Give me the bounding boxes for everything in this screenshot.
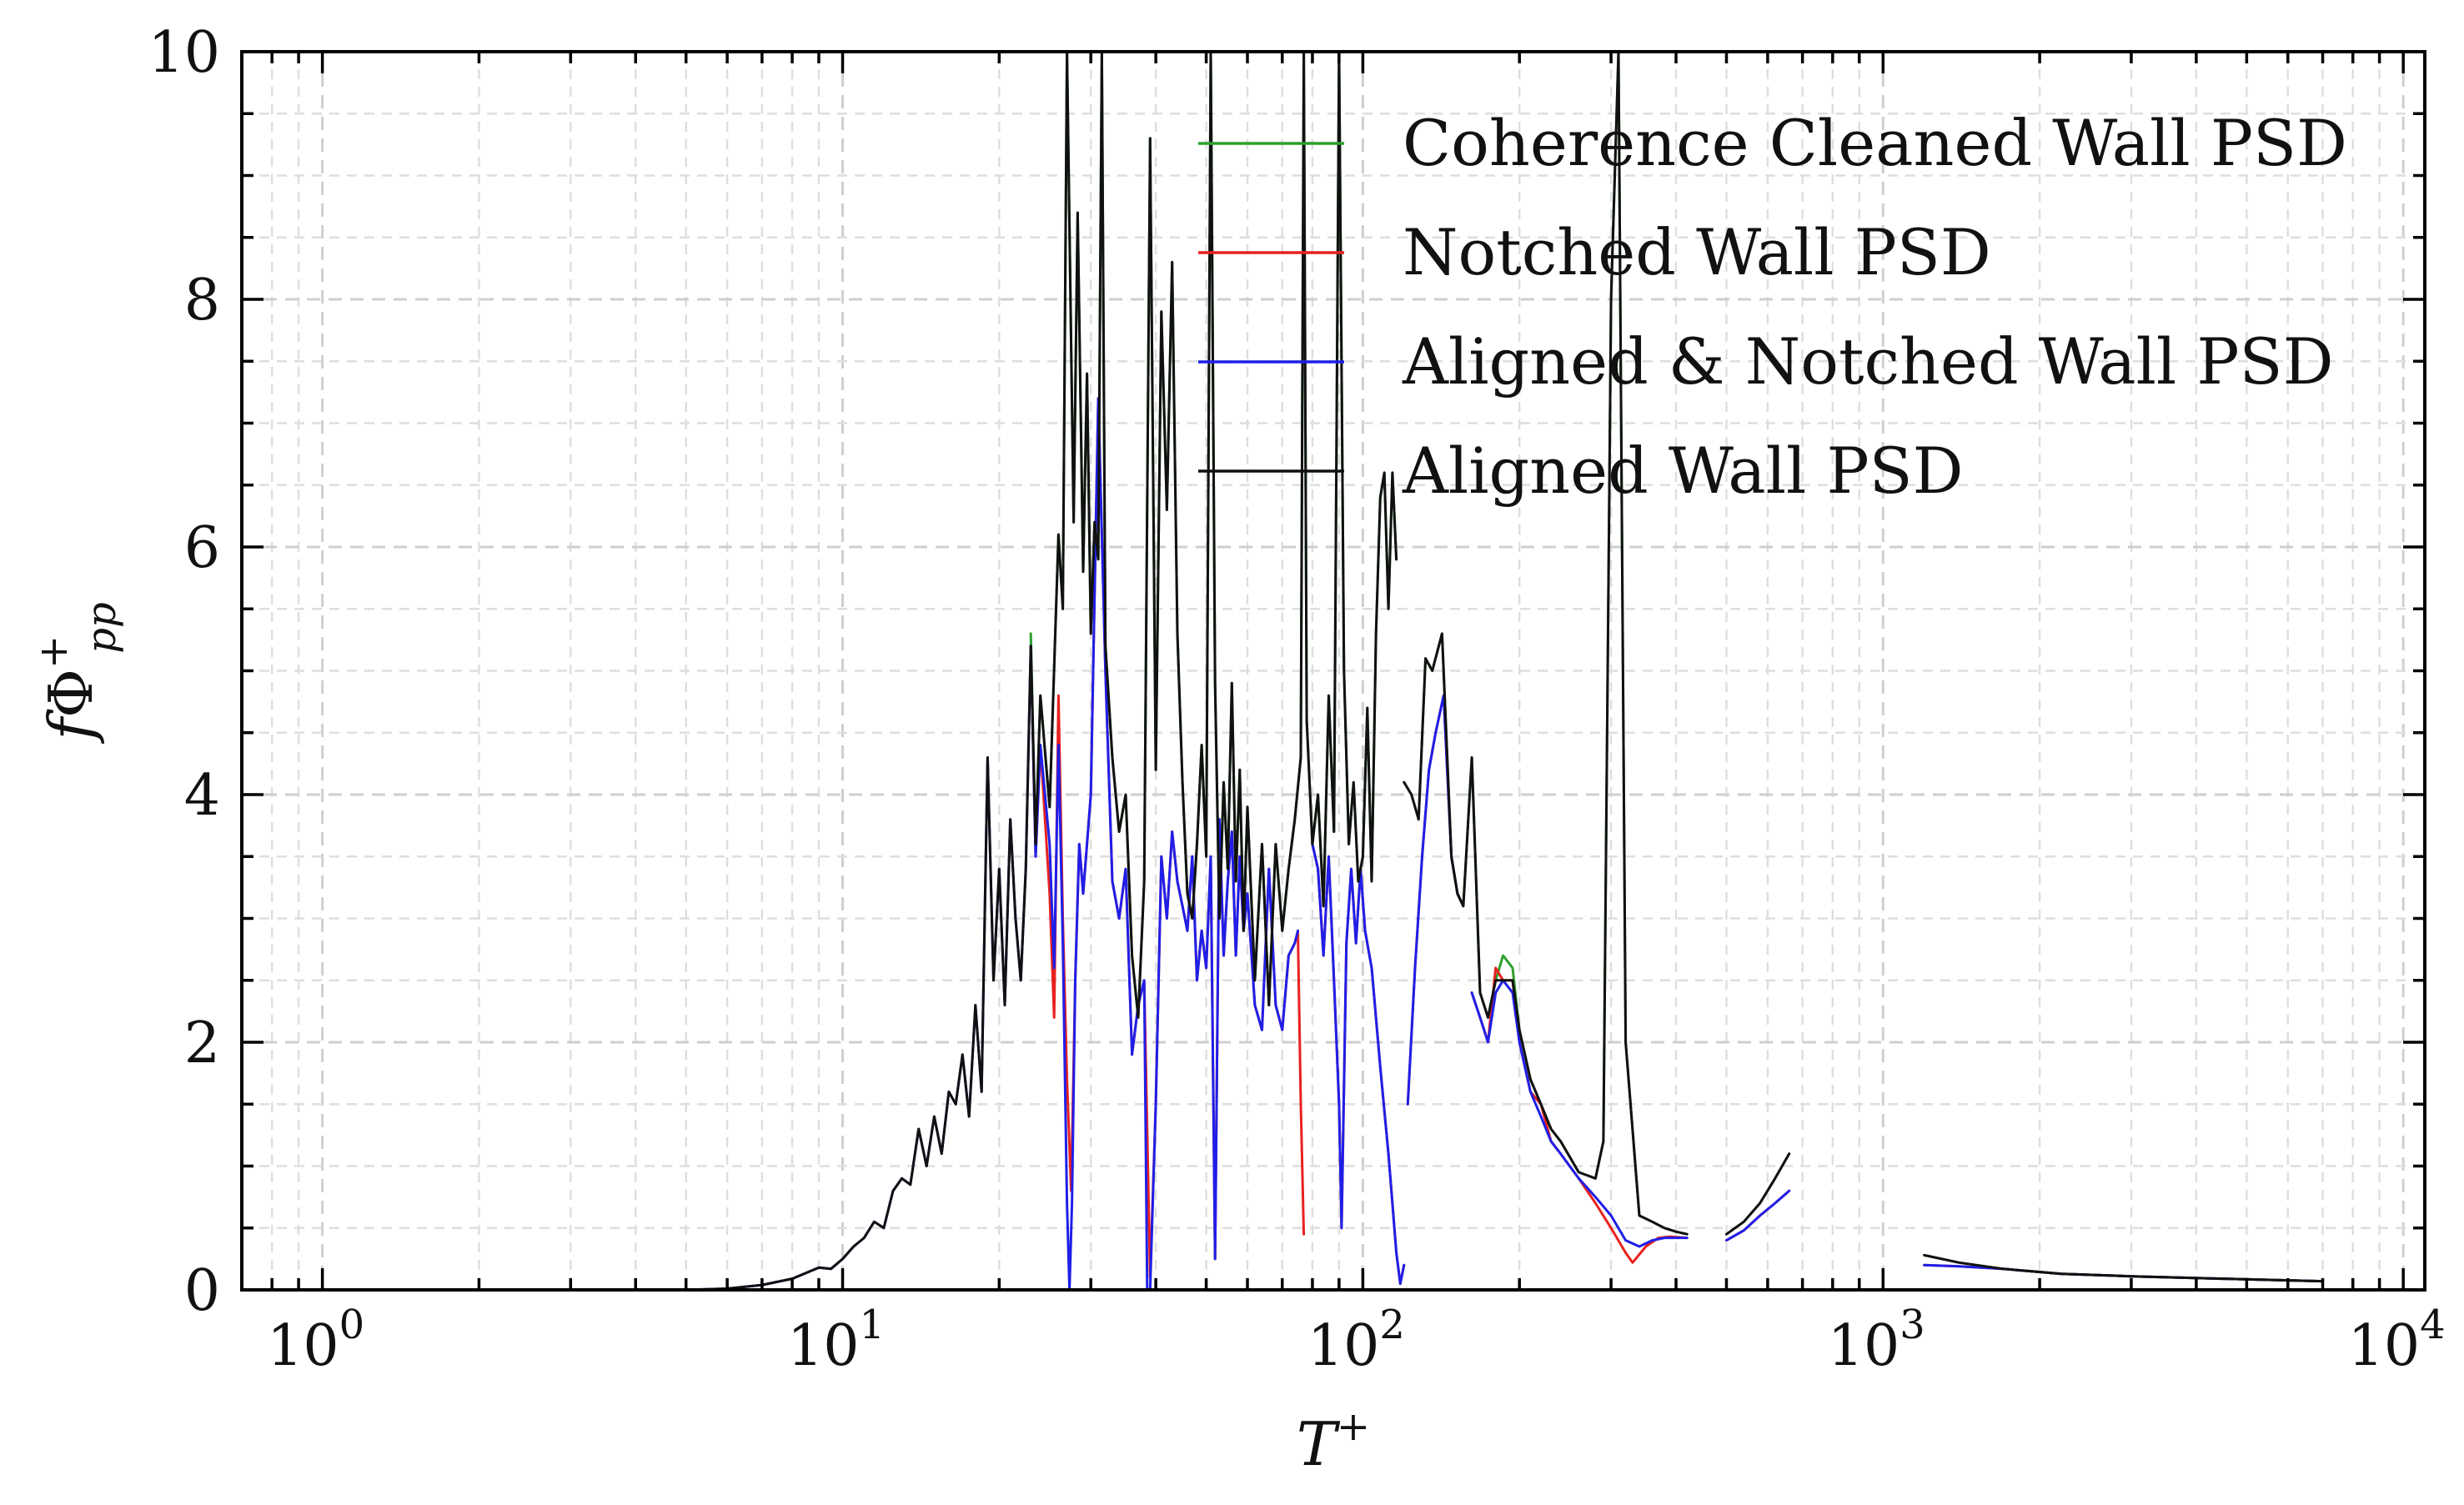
x-tick-label: 101 (787, 1302, 885, 1379)
y-tick-label: 8 (184, 268, 220, 334)
y-tick-label: 0 (184, 1258, 220, 1324)
y-axis-label: fΦ+pp (30, 602, 125, 744)
series-line-segment (1923, 1253, 2324, 1283)
series-aligned-wall-psd (321, 52, 2324, 1290)
series-aligned-notched-wall-psd (321, 397, 2324, 1290)
series-line-segment (1470, 979, 1689, 1248)
y-axis-tick-labels: 0 2 4 6 8 10 (148, 20, 220, 1324)
grid (240, 52, 2425, 1290)
x-axis-label: T+ (1297, 1403, 1370, 1479)
series-line-segment (1311, 842, 1406, 1286)
y-tick-label: 2 (184, 1011, 220, 1076)
legend-label: Notched Wall PSD (1403, 215, 1991, 289)
x-tick-label: 104 (2348, 1302, 2446, 1379)
y-tick-label: 10 (148, 20, 220, 86)
series-line-segment (1725, 1152, 1791, 1236)
x-tick-label: 102 (1307, 1302, 1405, 1379)
series-line-segment (321, 397, 1299, 1290)
x-tick-label: 103 (1828, 1302, 1925, 1379)
series-line-segment (1470, 966, 1689, 1264)
axis-ticks (240, 50, 2425, 1292)
series-line-segment (321, 52, 1398, 1290)
series-line-segment (1725, 1189, 1791, 1242)
series-layer (321, 52, 2324, 1290)
legend-label: Aligned Wall PSD (1402, 434, 1964, 508)
series-line-segment (1403, 52, 1689, 1236)
y-tick-label: 6 (184, 515, 220, 581)
legend-label: Coherence Cleaned Wall PSD (1403, 106, 2347, 180)
x-tick-label: 100 (267, 1302, 364, 1379)
x-axis-tick-labels: 100 101 102 103 104 (267, 1302, 2446, 1379)
legend-label: Aligned & Notched Wall PSD (1402, 324, 2334, 399)
legend: Coherence Cleaned Wall PSD Notched Wall P… (1198, 106, 2347, 508)
y-tick-label: 4 (184, 763, 220, 829)
